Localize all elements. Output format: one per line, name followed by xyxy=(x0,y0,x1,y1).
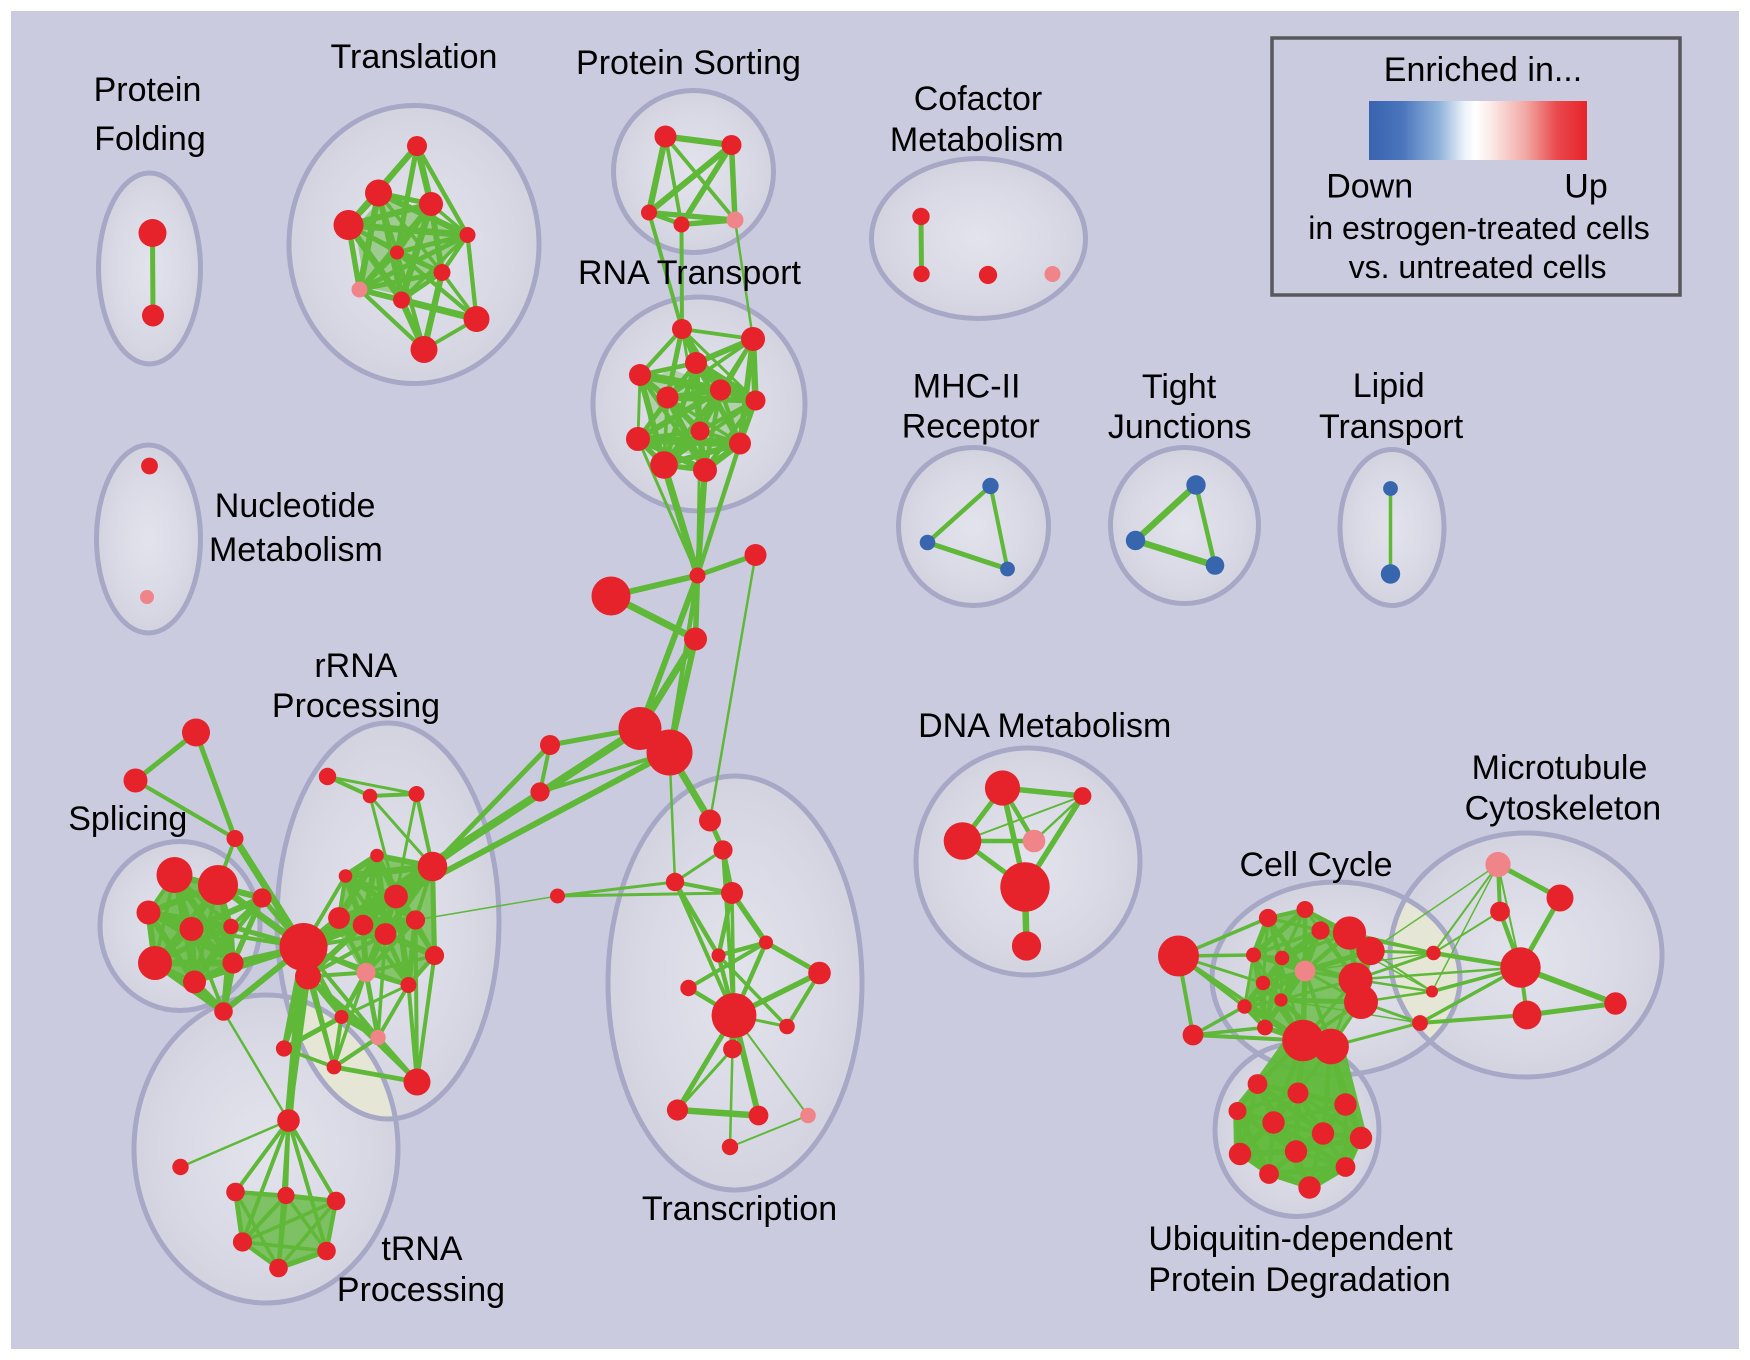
svg-text:Microtubule: Microtubule xyxy=(1472,749,1648,787)
svg-text:Protein Degradation: Protein Degradation xyxy=(1148,1261,1450,1299)
svg-text:Translation: Translation xyxy=(331,38,498,76)
svg-text:MHC-II: MHC-II xyxy=(913,368,1021,406)
svg-text:Transport: Transport xyxy=(1319,408,1464,446)
svg-text:Protein: Protein xyxy=(94,71,202,109)
svg-text:vs. untreated cells: vs. untreated cells xyxy=(1349,249,1607,285)
svg-text:Splicing: Splicing xyxy=(68,800,187,838)
svg-text:tRNA: tRNA xyxy=(381,1230,463,1268)
svg-text:DNA Metabolism: DNA Metabolism xyxy=(918,707,1171,745)
svg-text:Ubiquitin-dependent: Ubiquitin-dependent xyxy=(1148,1220,1453,1258)
svg-text:Tight: Tight xyxy=(1142,368,1217,406)
svg-text:Receptor: Receptor xyxy=(902,408,1040,446)
svg-text:Transcription: Transcription xyxy=(642,1190,837,1228)
svg-text:Processing: Processing xyxy=(337,1271,505,1309)
svg-text:Metabolism: Metabolism xyxy=(209,531,383,569)
svg-text:Metabolism: Metabolism xyxy=(890,121,1064,159)
svg-text:rRNA: rRNA xyxy=(314,647,397,685)
svg-text:Cofactor: Cofactor xyxy=(914,80,1043,118)
svg-text:in estrogen-treated cells: in estrogen-treated cells xyxy=(1308,210,1650,246)
svg-text:Nucleotide: Nucleotide xyxy=(215,487,376,525)
svg-text:Up: Up xyxy=(1564,168,1607,206)
svg-text:Cell Cycle: Cell Cycle xyxy=(1239,846,1392,884)
svg-text:Junctions: Junctions xyxy=(1108,408,1252,446)
svg-text:Folding: Folding xyxy=(94,120,206,158)
svg-text:RNA Transport: RNA Transport xyxy=(578,254,802,292)
svg-text:Down: Down xyxy=(1326,168,1413,206)
svg-text:Lipid: Lipid xyxy=(1353,367,1425,405)
svg-text:Processing: Processing xyxy=(272,687,440,725)
svg-text:Enriched in...: Enriched in... xyxy=(1384,51,1582,89)
svg-text:Protein Sorting: Protein Sorting xyxy=(576,44,801,82)
svg-text:Cytoskeleton: Cytoskeleton xyxy=(1465,790,1662,828)
